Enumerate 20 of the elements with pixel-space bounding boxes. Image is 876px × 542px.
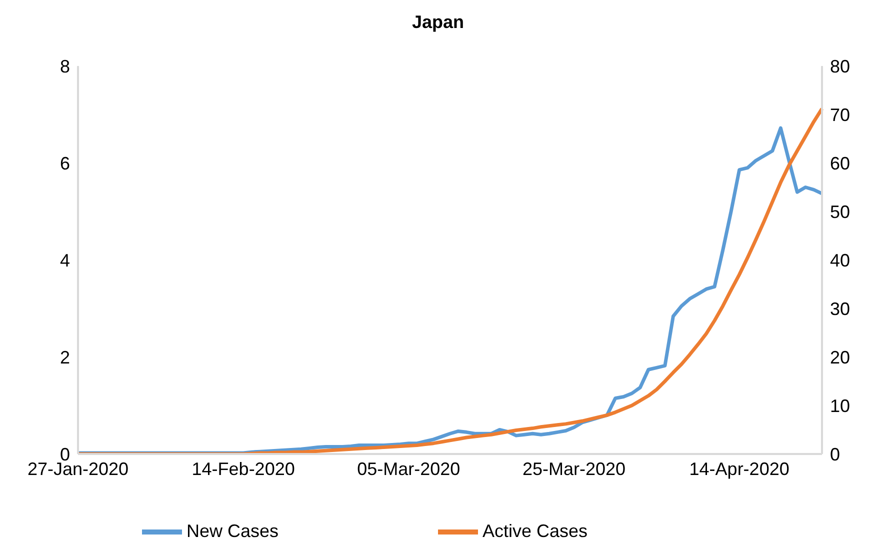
y-tick-label: 4 (60, 250, 70, 270)
y2-tick-label: 50 (830, 202, 850, 222)
y2-tick-label: 20 (830, 347, 850, 368)
y2-tick-label: 80 (830, 56, 850, 76)
y-tick-label: 8 (60, 56, 70, 76)
chart-title: Japan (410, 12, 466, 33)
y-tick-label: 2 (60, 347, 70, 368)
y2-tick-label: 70 (830, 104, 850, 125)
x-tick-label: 14-Feb-2020 (192, 458, 295, 479)
x-tick-label: 25-Mar-2020 (522, 458, 626, 479)
x-tick-label: 05-Mar-2020 (357, 458, 460, 479)
y2-tick-label: 40 (830, 250, 850, 270)
y2-tick-label: 60 (830, 153, 850, 174)
y2-tick-label: 0 (830, 444, 840, 464)
y2-tick-label: 30 (830, 298, 850, 319)
legend-label: Active Cases (482, 520, 588, 541)
x-tick-label: 14-Apr-2020 (689, 458, 790, 479)
legend-label: New Cases (186, 520, 278, 541)
y-tick-label: 6 (60, 153, 70, 174)
y2-tick-label: 10 (830, 396, 850, 416)
